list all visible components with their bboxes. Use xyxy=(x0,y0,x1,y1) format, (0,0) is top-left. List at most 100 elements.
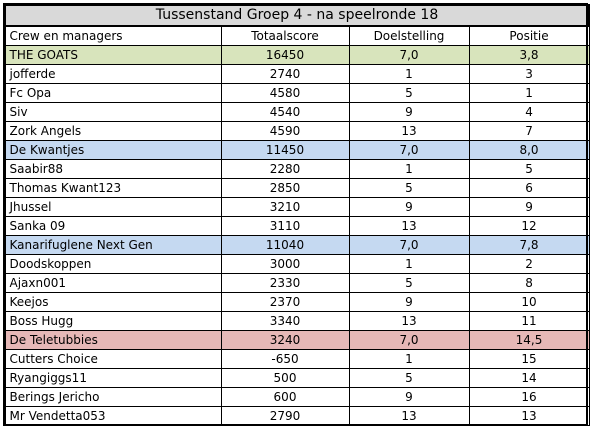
team-name: Kanarifuglene Next Gen xyxy=(4,235,222,255)
manager-position: 7 xyxy=(468,121,590,141)
manager-name: Saabir88 xyxy=(4,159,222,179)
manager-total-score: 2850 xyxy=(220,178,350,198)
manager-goal: 13 xyxy=(348,311,470,331)
manager-total-score: 2370 xyxy=(220,292,350,312)
manager-row: Siv 4540 9 4 xyxy=(4,102,590,122)
team-name: THE GOATS xyxy=(4,45,222,65)
team-goal: 7,0 xyxy=(348,330,470,350)
manager-row: Berings Jericho 600 9 16 xyxy=(4,387,590,407)
team-total-score: 11450 xyxy=(220,140,350,160)
manager-row: jofferde 2740 1 3 xyxy=(4,64,590,84)
manager-name: Ajaxn001 xyxy=(4,273,222,293)
manager-row: Ryangiggs11 500 5 14 xyxy=(4,368,590,388)
column-header-goal: Doelstelling xyxy=(348,25,470,46)
team-position: 8,0 xyxy=(468,140,590,160)
manager-goal: 13 xyxy=(348,406,470,426)
manager-position: 14 xyxy=(468,368,590,388)
manager-name: Ryangiggs11 xyxy=(4,368,222,388)
team-name: De Kwantjes xyxy=(4,140,222,160)
manager-position: 1 xyxy=(468,83,590,103)
manager-total-score: 3340 xyxy=(220,311,350,331)
manager-goal: 1 xyxy=(348,159,470,179)
team-goal: 7,0 xyxy=(348,45,470,65)
manager-goal: 13 xyxy=(348,216,470,236)
team-name: De Teletubbies xyxy=(4,330,222,350)
manager-total-score: 500 xyxy=(220,368,350,388)
manager-position: 5 xyxy=(468,159,590,179)
manager-name: Thomas Kwant123 xyxy=(4,178,222,198)
header-row: Crew en managers Totaalscore Doelstellin… xyxy=(4,25,590,46)
manager-total-score: 2790 xyxy=(220,406,350,426)
team-position: 7,8 xyxy=(468,235,590,255)
manager-name: Sanka 09 xyxy=(4,216,222,236)
manager-name: Boss Hugg xyxy=(4,311,222,331)
manager-row: Cutters Choice -650 1 15 xyxy=(4,349,590,369)
team-row: Kanarifuglene Next Gen 11040 7,0 7,8 xyxy=(4,235,590,255)
manager-goal: 5 xyxy=(348,83,470,103)
manager-goal: 1 xyxy=(348,64,470,84)
team-total-score: 3240 xyxy=(220,330,350,350)
manager-name: Zork Angels xyxy=(4,121,222,141)
manager-row: Fc Opa 4580 5 1 xyxy=(4,83,590,103)
manager-position: 6 xyxy=(468,178,590,198)
manager-name: jofferde xyxy=(4,64,222,84)
manager-goal: 1 xyxy=(348,254,470,274)
manager-goal: 5 xyxy=(348,368,470,388)
manager-total-score: 4580 xyxy=(220,83,350,103)
manager-position: 11 xyxy=(468,311,590,331)
sheet-title: Tussenstand Groep 4 - na speelronde 18 xyxy=(3,4,591,27)
title-row: Tussenstand Groep 4 - na speelronde 18 xyxy=(3,4,591,27)
manager-row: Thomas Kwant123 2850 5 6 xyxy=(4,178,590,198)
manager-goal: 13 xyxy=(348,121,470,141)
team-total-score: 11040 xyxy=(220,235,350,255)
team-goal: 7,0 xyxy=(348,235,470,255)
manager-name: Cutters Choice xyxy=(4,349,222,369)
manager-row: Ajaxn001 2330 5 8 xyxy=(4,273,590,293)
team-row: THE GOATS 16450 7,0 3,8 xyxy=(4,45,590,65)
manager-name: Fc Opa xyxy=(4,83,222,103)
team-total-score: 16450 xyxy=(220,45,350,65)
manager-total-score: -650 xyxy=(220,349,350,369)
team-position: 14,5 xyxy=(468,330,590,350)
manager-position: 8 xyxy=(468,273,590,293)
manager-position: 15 xyxy=(468,349,590,369)
manager-row: Boss Hugg 3340 13 11 xyxy=(4,311,590,331)
standings-table: Tussenstand Groep 4 - na speelronde 18 C… xyxy=(3,4,591,426)
manager-position: 13 xyxy=(468,406,590,426)
manager-goal: 5 xyxy=(348,178,470,198)
team-goal: 7,0 xyxy=(348,140,470,160)
manager-name: Doodskoppen xyxy=(4,254,222,274)
column-header-crew: Crew en managers xyxy=(4,25,222,46)
team-row: De Kwantjes 11450 7,0 8,0 xyxy=(4,140,590,160)
manager-total-score: 3110 xyxy=(220,216,350,236)
manager-position: 12 xyxy=(468,216,590,236)
manager-row: Keejos 2370 9 10 xyxy=(4,292,590,312)
manager-total-score: 600 xyxy=(220,387,350,407)
team-row: De Teletubbies 3240 7,0 14,5 xyxy=(4,330,590,350)
manager-goal: 9 xyxy=(348,292,470,312)
manager-total-score: 2330 xyxy=(220,273,350,293)
manager-total-score: 4590 xyxy=(220,121,350,141)
manager-name: Berings Jericho xyxy=(4,387,222,407)
manager-row: Doodskoppen 3000 1 2 xyxy=(4,254,590,274)
team-position: 3,8 xyxy=(468,45,590,65)
manager-position: 3 xyxy=(468,64,590,84)
manager-total-score: 3000 xyxy=(220,254,350,274)
manager-total-score: 3210 xyxy=(220,197,350,217)
manager-position: 2 xyxy=(468,254,590,274)
manager-goal: 9 xyxy=(348,197,470,217)
manager-goal: 5 xyxy=(348,273,470,293)
manager-row: Jhussel 3210 9 9 xyxy=(4,197,590,217)
column-header-position: Positie xyxy=(468,25,590,46)
manager-position: 10 xyxy=(468,292,590,312)
manager-row: Mr Vendetta053 2790 13 13 xyxy=(4,406,590,426)
manager-goal: 1 xyxy=(348,349,470,369)
manager-goal: 9 xyxy=(348,102,470,122)
manager-goal: 9 xyxy=(348,387,470,407)
manager-total-score: 2280 xyxy=(220,159,350,179)
manager-row: Zork Angels 4590 13 7 xyxy=(4,121,590,141)
manager-position: 9 xyxy=(468,197,590,217)
manager-total-score: 2740 xyxy=(220,64,350,84)
manager-name: Jhussel xyxy=(4,197,222,217)
manager-name: Siv xyxy=(4,102,222,122)
